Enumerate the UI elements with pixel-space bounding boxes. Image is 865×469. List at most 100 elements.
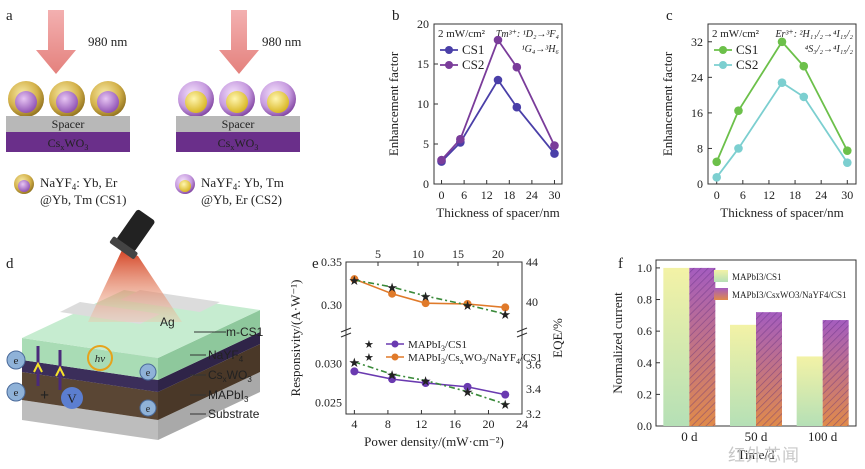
bar-hatch [689,267,716,426]
data-point-star: ★ [386,280,398,295]
photon-circle [87,345,113,371]
spacer-layer-right [176,116,300,132]
flashlight-icon [109,209,155,259]
y-tick-label: 8 [697,141,703,155]
data-point [501,390,510,399]
panel-letter-d: d [6,256,14,272]
legend-marker [445,46,453,54]
laser-arrow-right [219,10,259,74]
legend-label: MAPbI3/CsxWO3/NaYF4/CS1 [408,352,542,366]
data-point [734,144,743,153]
data-point-star: ★ [499,397,511,412]
laser-arrow-left [36,10,76,74]
x-tick-label: 30 [841,188,853,202]
data-point-star: ★ [499,307,511,322]
x-tick-label: 50 d [745,429,768,444]
data-point [463,300,472,308]
electron-icon [139,399,157,417]
data-point [550,149,559,158]
data-point [493,35,503,45]
data-point-star: ★ [420,289,432,304]
data-point [842,146,852,155]
panel-a: a 980 nm 980 nm Spacer CsxWO3 [6,8,301,207]
series-line-cs2 [715,81,849,178]
data-point [512,62,522,72]
data-point [493,75,503,85]
carrier-arrow-icon [33,361,65,377]
series-line-3 [354,279,506,315]
x-axis-label: Power density/(mW·cm⁻²) [364,434,504,449]
substrate-label: Substrate [208,407,260,421]
data-point [777,78,787,87]
top-x-tick-label: 20 [492,247,504,261]
substrate-front [22,400,158,440]
nanoparticle-core [97,91,119,113]
y-tick-label: 24 [691,70,703,84]
nayf4-side [158,310,260,380]
x-tick-label: 18 [503,188,515,202]
nanoparticle-core [185,91,207,113]
legend-cs2-line1: NaYF4: Yb, Tm [201,175,284,192]
legend-label: CS1 [462,42,484,57]
panel-letter-f: f [618,256,623,272]
y-tick-label: 0.4 [637,356,652,370]
legend-swatch [714,288,728,300]
mcs1-label: m-CS1 [226,325,264,339]
annotation: ¹G₄→³H₆ [522,44,560,55]
axis-break-mark [340,327,352,333]
mapbi3-side [158,344,260,420]
legend-cs1-line1: NaYF4: Yb, Er [40,175,118,192]
voltmeter-icon [61,387,83,409]
y-tick-label: 0 [423,177,429,191]
data-point [463,382,472,391]
y-tick-label: 0.030 [315,357,342,371]
electron-label: e [14,387,19,399]
x-tick-label: 12 [763,188,775,202]
y2-tick-label: 3.2 [526,407,541,421]
y-tick-label: 0.8 [637,293,652,307]
data-point [388,375,397,384]
legend-cs1-line2: @Yb, Tm (CS1) [40,192,127,207]
electron-icon [6,382,26,402]
y-tick-label: 20 [417,17,429,31]
nanoparticles-cs2 [178,81,296,117]
x-tick-label: 12 [415,417,427,431]
x-tick-label: 24 [815,188,827,202]
y2-tick-label: 40 [526,295,538,309]
x-tick-label: 24 [516,417,528,431]
legend-label: CS1 [736,42,758,57]
series-line-2 [354,361,506,405]
chart-panel-b: b 0 6 12 18 24 30 0 5 10 15 20 Thickness of spacer/n… [386,8,563,220]
nayf4-label: NaYF4 [208,348,244,364]
legend-marker [719,46,727,54]
data-point [712,157,722,167]
legend-cs2-line2: @Yb, Er (CS2) [201,192,282,207]
data-point [350,367,359,376]
y-tick-label: 0.30 [321,298,342,312]
y-axis-label: Responsivity/(A·W⁻¹) [288,280,303,397]
panel-letter-a: a [6,8,13,24]
legend-marker [391,353,399,361]
x-tick-label: 4 [351,417,357,431]
electron-label: e [14,355,19,367]
legend-star-marker: ★ [364,352,374,364]
cswo3-layer-right [176,132,300,152]
light-beam [88,250,182,322]
x-tick-label: 12 [481,188,493,202]
x-tick-label: 16 [449,417,461,431]
legend-star-marker: ★ [364,339,374,351]
y-axis-label: Enhancement factor [660,51,675,156]
plus-sign: + [40,387,49,404]
y-tick-label: 0.6 [637,324,652,338]
laser-wavelength-right: 980 nm [262,34,301,49]
chart-title: 2 mW/cm² [438,28,486,40]
legend-marker [391,340,399,348]
series-line-cs1 [440,78,556,163]
y-tick-label: 10 [417,97,429,111]
x-tick-label: 6 [740,188,746,202]
photon-label: hν [95,353,106,365]
y2-axis-label: EQE/% [550,318,565,358]
plot-frame [345,261,523,415]
bar-0 [663,267,690,426]
